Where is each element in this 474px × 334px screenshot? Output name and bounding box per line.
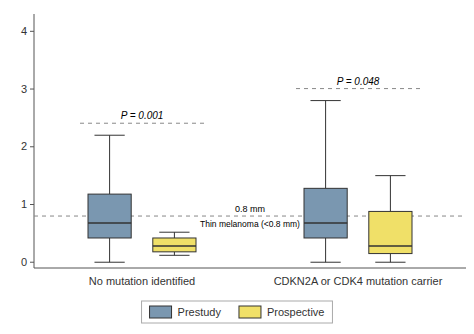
legend-swatch: [150, 306, 172, 318]
box-plot: [304, 101, 347, 263]
legend-label: Prestudy: [178, 306, 222, 318]
box-plot: [153, 232, 196, 255]
y-tick-label: 0: [21, 256, 27, 268]
lower-cap: [94, 262, 124, 263]
y-tick: [30, 31, 34, 32]
legend-label: Prospective: [267, 306, 324, 318]
legend-frame: [142, 301, 333, 323]
y-tick: [30, 146, 34, 147]
p-values: P = 0.001 P = 0.048: [80, 76, 420, 124]
p-value: P = 0.048: [337, 76, 380, 87]
p-value: P = 0.001: [121, 110, 164, 121]
lower-cap: [310, 262, 340, 263]
x-axis-line: [34, 268, 466, 269]
boxes: [88, 101, 412, 263]
lower-cap: [159, 255, 189, 256]
upper-whisker: [109, 135, 110, 194]
y-tick: [30, 204, 34, 205]
x-tick-label: CDKN2A or CDK4 mutation carrier: [274, 275, 443, 287]
y-tick-label: 1: [21, 198, 27, 210]
box: [153, 238, 196, 252]
upper-cap: [375, 175, 405, 176]
median: [369, 245, 412, 247]
y-tick: [30, 89, 34, 90]
x-tick-label: No mutation identified: [89, 275, 195, 287]
lower-whisker: [390, 254, 391, 263]
y-tick-label: 2: [21, 140, 27, 152]
reference-label: 0.8 mm: [235, 204, 265, 214]
p-value-line: [80, 123, 204, 124]
box: [369, 211, 412, 253]
lower-whisker: [109, 238, 110, 262]
lower-cap: [375, 262, 405, 263]
legend: Prestudy Prospective: [142, 301, 333, 323]
y-tick-label: 4: [21, 25, 27, 37]
upper-cap: [159, 232, 189, 233]
median: [304, 222, 347, 224]
upper-cap: [94, 135, 124, 136]
upper-whisker: [174, 232, 175, 238]
axes: 0 1 2 3 4 No mutation identified CDKN2A or CDK…: [21, 14, 466, 287]
legend-swatch: [239, 306, 261, 318]
box-plot: [369, 176, 412, 263]
box-plot: [88, 135, 131, 262]
median: [153, 245, 196, 247]
median: [88, 222, 131, 224]
upper-whisker: [390, 176, 391, 212]
box: [88, 194, 131, 238]
y-axis-line: [34, 14, 35, 268]
y-tick-label: 3: [21, 83, 27, 95]
upper-whisker: [325, 101, 326, 189]
box: [304, 188, 347, 238]
lower-whisker: [174, 252, 175, 255]
chart: 0 1 2 3 4 No mutation identified CDKN2A or CDK…: [0, 0, 474, 334]
p-value-line: [296, 88, 420, 89]
lower-whisker: [325, 238, 326, 262]
reference-sublabel: Thin melanoma (<0.8 mm): [200, 219, 300, 229]
upper-cap: [310, 100, 340, 101]
y-tick: [30, 262, 34, 263]
